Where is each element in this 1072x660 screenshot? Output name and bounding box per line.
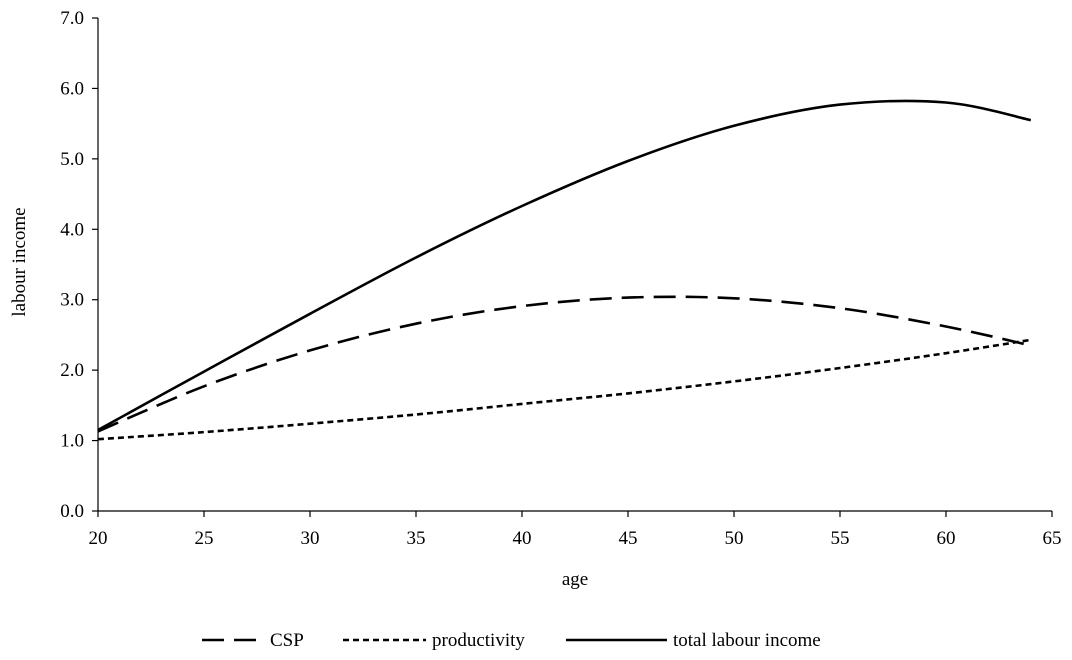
y-tick-label: 7.0	[60, 8, 84, 29]
x-axis-label: age	[562, 569, 588, 590]
legend-label-productivity: productivity	[432, 630, 525, 651]
x-axis-ticks: 20 25 30 35 40 45 50 55 60 65	[89, 511, 1062, 549]
series-line-productivity	[97, 338, 1032, 441]
series-lines	[97, 99, 1032, 441]
y-tick-label: 3.0	[60, 290, 84, 311]
y-tick-label: 6.0	[60, 78, 84, 99]
legend-label-total-labour-income: total labour income	[673, 630, 821, 651]
y-tick-label: 0.0	[60, 501, 84, 522]
x-tick-label: 30	[301, 528, 320, 549]
y-tick-label: 5.0	[60, 149, 84, 170]
legend: CSP productivity total labour income	[202, 630, 821, 651]
x-tick-label: 65	[1043, 528, 1062, 549]
x-tick-label: 40	[513, 528, 532, 549]
series-line-total-labour-income	[97, 99, 1032, 432]
x-tick-label: 55	[831, 528, 850, 549]
x-tick-label: 45	[619, 528, 638, 549]
x-tick-label: 50	[725, 528, 744, 549]
series-line-csp	[97, 295, 1032, 433]
y-axis-ticks: 0.0 1.0 2.0 3.0 4.0 5.0 6.0 7.0	[60, 8, 98, 522]
x-tick-label: 35	[407, 528, 426, 549]
y-tick-label: 2.0	[60, 360, 84, 381]
x-tick-label: 25	[195, 528, 214, 549]
x-tick-label: 60	[937, 528, 956, 549]
y-tick-label: 4.0	[60, 219, 84, 240]
y-tick-label: 1.0	[60, 431, 84, 452]
y-axis-label: labour income	[9, 207, 30, 316]
x-tick-label: 20	[89, 528, 108, 549]
legend-label-csp: CSP	[270, 630, 304, 651]
